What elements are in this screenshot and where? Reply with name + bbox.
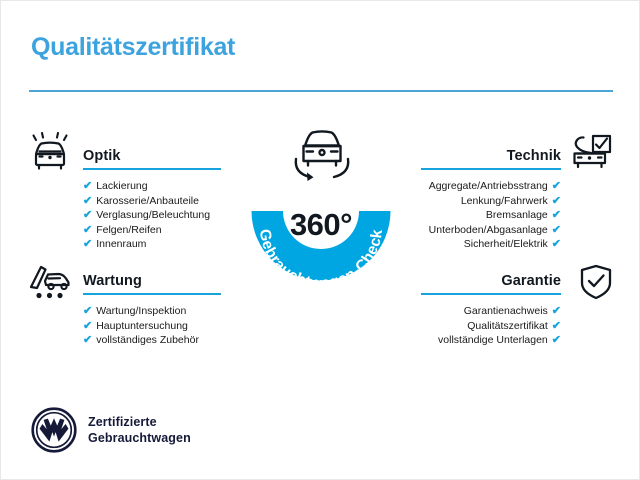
list-item-label: Aggregate/Antriebsstrang [428, 180, 548, 192]
page-title: Qualitätszertifikat [31, 33, 236, 61]
check-icon: ✔ [83, 194, 93, 207]
check-icon: ✔ [83, 238, 93, 251]
list-item: Sicherheit/Elektrik ✔ [421, 237, 561, 252]
check-icon: ✔ [551, 194, 561, 207]
footer-line-1: Zertifizierte [88, 415, 157, 429]
section-garantie-header: Garantie [421, 267, 561, 295]
car-rotation-icon [282, 123, 362, 185]
list-item-label: Bremsanlage [485, 209, 548, 222]
section-wartung-list: ✔ Wartung/Inspektion ✔ Hauptuntersuchung ✔… [83, 304, 221, 348]
list-item-label: Unterboden/Abgasanlage [428, 223, 548, 236]
check-icon: ✔ [551, 334, 561, 347]
car-checklist-icon [569, 132, 615, 172]
section-wartung: Wartung ✔ Wartung/Inspektion ✔ Hauptunters… [83, 267, 221, 348]
section-technik-title: Technik [506, 148, 561, 164]
list-item: vollständige Unterlagen ✔ [421, 333, 561, 348]
list-item-label: Hauptuntersuchung [96, 319, 188, 332]
list-item-label: Verglasung/Beleuchtung [96, 209, 211, 222]
list-item: Garantienachweis ✔ [421, 304, 561, 319]
list-item-label: Sicherheit/Elektrik [463, 238, 548, 251]
title-divider [29, 90, 613, 92]
section-garantie-list: Garantienachweis ✔ Qualitätszertifikat ✔ v… [421, 304, 561, 348]
section-garantie-underline [421, 293, 561, 295]
section-technik-header: Technik [421, 142, 561, 170]
list-item: ✔ Felgen/Reifen [83, 223, 221, 238]
list-item: ✔ Lackierung [83, 179, 221, 194]
list-item: Aggregate/Antriebsstrang ✔ [421, 179, 561, 194]
check-icon: ✔ [551, 209, 561, 222]
section-garantie-title: Garantie [501, 273, 561, 289]
list-item-label: Garantienachweis [463, 305, 548, 317]
footer-brand-text: Zertifizierte Gebrauchtwagen [88, 414, 191, 446]
list-item-label: Wartung/Inspektion [96, 305, 187, 317]
section-technik-list: Aggregate/Antriebsstrang ✔ Lenkung/Fahrwe… [421, 179, 561, 252]
list-item: ✔ Innenraum [83, 237, 221, 252]
section-wartung-header: Wartung [83, 267, 221, 295]
section-optik-list: ✔ Lackierung ✔ Karosserie/Anbauteile ✔ Verg… [83, 179, 221, 252]
section-optik: Optik ✔ Lackierung ✔ Karosserie/Anbauteile… [83, 142, 221, 252]
list-item-label: Innenraum [96, 238, 147, 251]
section-optik-title: Optik [83, 148, 121, 164]
check-icon: ✔ [551, 319, 561, 332]
list-item-label: vollständige Unterlagen [438, 334, 548, 347]
footer-brand: Zertifizierte Gebrauchtwagen [31, 407, 191, 453]
check-icon: ✔ [551, 180, 561, 192]
shield-check-icon [573, 262, 619, 302]
check-icon: ✔ [551, 223, 561, 236]
badge-center-label: 360° [289, 207, 353, 242]
list-item: ✔ Verglasung/Beleuchtung [83, 208, 221, 223]
check-icon: ✔ [83, 305, 93, 317]
section-garantie: Garantie Garantienachweis ✔ Qualitätszert… [421, 267, 561, 348]
list-item-label: Karosserie/Anbauteile [96, 194, 199, 207]
check-icon: ✔ [83, 334, 93, 347]
list-item-label: Lenkung/Fahrwerk [460, 194, 548, 207]
list-item: Qualitätszertifikat ✔ [421, 319, 561, 334]
gebrauchtwagen-check-badge: Gebrauchtwagen-Check [229, 149, 413, 309]
section-wartung-underline [83, 293, 221, 295]
list-item: ✔ Karosserie/Anbauteile [83, 194, 221, 209]
check-icon: ✔ [83, 319, 93, 332]
section-technik: Technik Aggregate/Antriebsstrang ✔ Lenkun… [421, 142, 561, 252]
list-item-label: Qualitätszertifikat [467, 319, 548, 332]
list-item-label: Lackierung [96, 180, 148, 192]
car-on-ramp-icon [27, 262, 73, 302]
list-item: ✔ Wartung/Inspektion [83, 304, 221, 319]
car-shine-icon [27, 131, 73, 172]
section-optik-header: Optik [83, 142, 221, 170]
list-item-label: Felgen/Reifen [96, 223, 162, 236]
list-item: Lenkung/Fahrwerk ✔ [421, 194, 561, 209]
section-wartung-title: Wartung [83, 273, 142, 289]
list-item-label: vollständiges Zubehör [96, 334, 199, 347]
footer-line-2: Gebrauchtwagen [88, 431, 191, 445]
section-technik-underline [421, 168, 561, 170]
check-icon: ✔ [551, 305, 561, 317]
volkswagen-logo [31, 407, 77, 453]
list-item: Unterboden/Abgasanlage ✔ [421, 223, 561, 238]
check-icon: ✔ [83, 223, 93, 236]
list-item: ✔ vollständiges Zubehör [83, 333, 221, 348]
list-item: ✔ Hauptuntersuchung [83, 319, 221, 334]
section-optik-underline [83, 168, 221, 170]
list-item: Bremsanlage ✔ [421, 208, 561, 223]
check-icon: ✔ [83, 180, 93, 192]
check-icon: ✔ [551, 238, 561, 251]
check-icon: ✔ [83, 209, 93, 222]
